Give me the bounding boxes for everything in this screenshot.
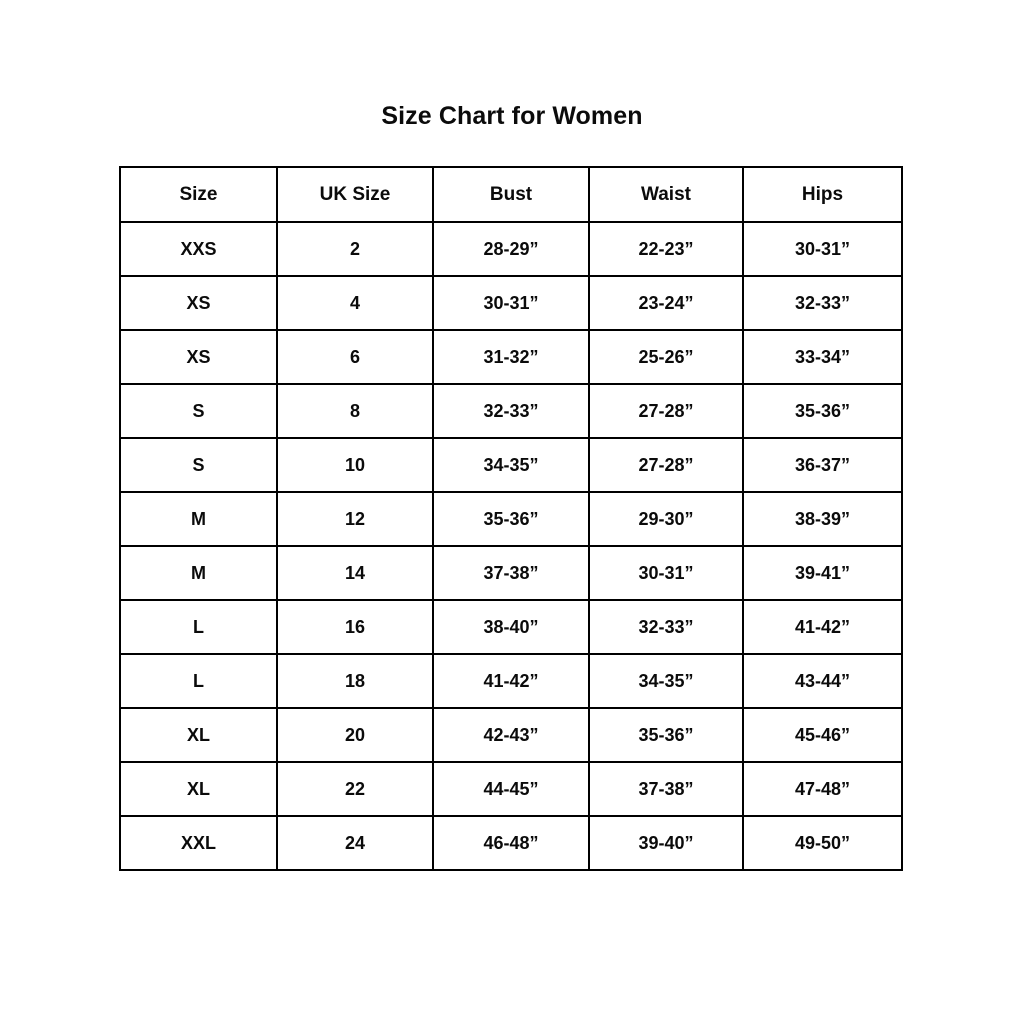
cell-hips: 45-46”: [742, 707, 903, 763]
cell-size: XS: [119, 329, 278, 385]
cell-uk-size: 2: [276, 221, 434, 277]
cell-size: XXL: [119, 815, 278, 871]
table-body: XXS 2 28-29” 22-23” 30-31” XS 4 30-31” 23-24” 32-…: [119, 221, 903, 871]
cell-waist: 29-30”: [588, 491, 744, 547]
cell-hips: 33-34”: [742, 329, 903, 385]
cell-hips: 47-48”: [742, 761, 903, 817]
cell-waist: 30-31”: [588, 545, 744, 601]
table-row: XXS 2 28-29” 22-23” 30-31”: [119, 221, 903, 277]
cell-bust: 38-40”: [432, 599, 590, 655]
cell-uk-size: 12: [276, 491, 434, 547]
size-table-container: Size UK Size Bust Waist Hips XXS 2 28-29” 2…: [119, 166, 903, 871]
cell-uk-size: 22: [276, 761, 434, 817]
cell-hips: 30-31”: [742, 221, 903, 277]
cell-bust: 32-33”: [432, 383, 590, 439]
cell-waist: 34-35”: [588, 653, 744, 709]
cell-waist: 35-36”: [588, 707, 744, 763]
column-header-bust: Bust: [432, 166, 590, 223]
table-header: Size UK Size Bust Waist Hips: [119, 166, 903, 223]
cell-hips: 38-39”: [742, 491, 903, 547]
cell-bust: 37-38”: [432, 545, 590, 601]
column-header-hips: Hips: [742, 166, 903, 223]
cell-hips: 36-37”: [742, 437, 903, 493]
size-chart-table: Size UK Size Bust Waist Hips XXS 2 28-29” 2…: [119, 166, 903, 871]
cell-waist: 25-26”: [588, 329, 744, 385]
cell-hips: 39-41”: [742, 545, 903, 601]
cell-bust: 46-48”: [432, 815, 590, 871]
cell-bust: 28-29”: [432, 221, 590, 277]
cell-bust: 41-42”: [432, 653, 590, 709]
table-row: XS 6 31-32” 25-26” 33-34”: [119, 329, 903, 385]
cell-bust: 44-45”: [432, 761, 590, 817]
cell-waist: 27-28”: [588, 383, 744, 439]
cell-uk-size: 6: [276, 329, 434, 385]
cell-size: M: [119, 545, 278, 601]
cell-uk-size: 18: [276, 653, 434, 709]
table-row: L 18 41-42” 34-35” 43-44”: [119, 653, 903, 709]
cell-hips: 35-36”: [742, 383, 903, 439]
cell-size: XS: [119, 275, 278, 331]
cell-uk-size: 24: [276, 815, 434, 871]
cell-size: M: [119, 491, 278, 547]
cell-waist: 22-23”: [588, 221, 744, 277]
table-row: S 10 34-35” 27-28” 36-37”: [119, 437, 903, 493]
cell-size: L: [119, 599, 278, 655]
cell-size: L: [119, 653, 278, 709]
column-header-waist: Waist: [588, 166, 744, 223]
table-row: S 8 32-33” 27-28” 35-36”: [119, 383, 903, 439]
table-header-row: Size UK Size Bust Waist Hips: [119, 166, 903, 223]
cell-uk-size: 10: [276, 437, 434, 493]
cell-size: XXS: [119, 221, 278, 277]
cell-waist: 37-38”: [588, 761, 744, 817]
cell-hips: 49-50”: [742, 815, 903, 871]
table-row: XXL 24 46-48” 39-40” 49-50”: [119, 815, 903, 871]
cell-hips: 32-33”: [742, 275, 903, 331]
cell-waist: 27-28”: [588, 437, 744, 493]
cell-bust: 30-31”: [432, 275, 590, 331]
cell-hips: 43-44”: [742, 653, 903, 709]
table-row: XS 4 30-31” 23-24” 32-33”: [119, 275, 903, 331]
column-header-uk-size: UK Size: [276, 166, 434, 223]
cell-uk-size: 4: [276, 275, 434, 331]
cell-hips: 41-42”: [742, 599, 903, 655]
table-row: M 14 37-38” 30-31” 39-41”: [119, 545, 903, 601]
table-row: M 12 35-36” 29-30” 38-39”: [119, 491, 903, 547]
cell-waist: 23-24”: [588, 275, 744, 331]
page-title: Size Chart for Women: [381, 102, 643, 130]
cell-bust: 34-35”: [432, 437, 590, 493]
cell-waist: 39-40”: [588, 815, 744, 871]
cell-uk-size: 16: [276, 599, 434, 655]
cell-uk-size: 8: [276, 383, 434, 439]
cell-uk-size: 14: [276, 545, 434, 601]
cell-size: XL: [119, 761, 278, 817]
cell-size: S: [119, 437, 278, 493]
cell-size: XL: [119, 707, 278, 763]
cell-waist: 32-33”: [588, 599, 744, 655]
table-row: XL 22 44-45” 37-38” 47-48”: [119, 761, 903, 817]
cell-uk-size: 20: [276, 707, 434, 763]
cell-bust: 31-32”: [432, 329, 590, 385]
column-header-size: Size: [119, 166, 278, 223]
cell-bust: 35-36”: [432, 491, 590, 547]
table-row: L 16 38-40” 32-33” 41-42”: [119, 599, 903, 655]
cell-size: S: [119, 383, 278, 439]
table-row: XL 20 42-43” 35-36” 45-46”: [119, 707, 903, 763]
cell-bust: 42-43”: [432, 707, 590, 763]
